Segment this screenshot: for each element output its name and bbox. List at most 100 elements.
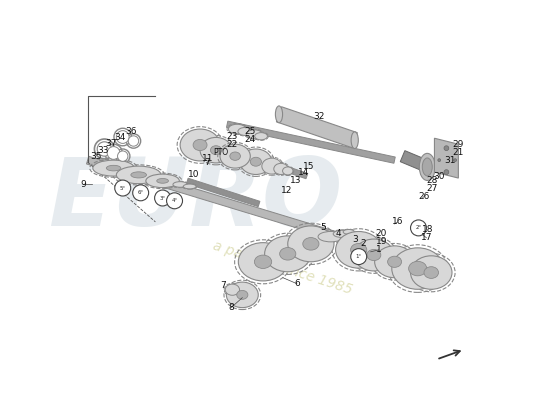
Circle shape [133,185,148,201]
Ellipse shape [240,149,272,174]
Text: 7: 7 [205,158,210,167]
Text: 12: 12 [281,186,293,194]
Ellipse shape [238,128,252,136]
Text: 24: 24 [245,134,256,144]
Polygon shape [86,156,364,248]
Ellipse shape [279,248,296,260]
Ellipse shape [367,250,381,260]
Text: 27: 27 [427,184,438,192]
Text: 2: 2 [361,239,366,248]
Ellipse shape [288,226,334,262]
Ellipse shape [422,158,432,176]
Ellipse shape [375,255,393,262]
Text: 22: 22 [227,140,238,149]
Ellipse shape [227,282,258,308]
Ellipse shape [409,261,427,276]
Polygon shape [194,136,308,179]
Ellipse shape [107,146,120,159]
Circle shape [351,249,367,264]
Text: 36: 36 [125,127,136,136]
Ellipse shape [350,244,367,256]
Text: 3°: 3° [160,196,166,200]
Polygon shape [434,138,458,178]
Ellipse shape [128,136,139,146]
Ellipse shape [354,239,394,271]
Ellipse shape [238,243,288,281]
Text: 31: 31 [444,156,456,165]
Text: 6°: 6° [138,190,144,195]
Ellipse shape [265,236,311,272]
Ellipse shape [419,153,435,180]
Ellipse shape [303,238,319,250]
Ellipse shape [375,246,415,278]
Text: 30: 30 [433,172,445,180]
Text: 33: 33 [97,146,108,155]
Text: 1: 1 [376,245,382,254]
Ellipse shape [117,131,129,143]
Polygon shape [227,121,395,163]
Text: 19: 19 [376,237,387,246]
Text: 5°: 5° [119,186,126,190]
Text: 29: 29 [452,140,463,149]
Ellipse shape [274,163,288,174]
Ellipse shape [276,106,283,123]
Text: a passion since 1985: a passion since 1985 [211,238,355,297]
Ellipse shape [157,178,168,183]
Ellipse shape [118,151,128,161]
Ellipse shape [255,133,267,140]
Text: 21: 21 [452,148,463,157]
Ellipse shape [193,140,207,150]
Circle shape [410,220,426,236]
Circle shape [115,180,131,196]
Text: EURO: EURO [48,154,343,246]
Ellipse shape [283,167,293,175]
Text: 11: 11 [201,154,213,163]
Ellipse shape [117,166,161,184]
Ellipse shape [255,255,272,268]
Text: 18: 18 [422,225,433,234]
Ellipse shape [250,157,261,166]
Ellipse shape [228,124,246,134]
Circle shape [167,193,183,209]
Text: 4°: 4° [172,198,178,203]
Ellipse shape [106,165,121,171]
Ellipse shape [131,172,146,178]
Text: 15: 15 [303,162,315,171]
Text: 1°: 1° [356,254,362,259]
Text: 3: 3 [352,235,358,244]
Polygon shape [186,178,260,207]
Polygon shape [277,107,358,148]
Ellipse shape [246,130,262,139]
Ellipse shape [318,232,344,242]
Text: 13: 13 [290,176,301,185]
Text: 14: 14 [298,168,310,177]
Text: 8: 8 [228,303,234,312]
Ellipse shape [200,138,232,163]
Text: 4: 4 [335,229,341,238]
Ellipse shape [351,132,358,148]
Ellipse shape [444,170,449,174]
Ellipse shape [220,144,250,168]
Text: 2°: 2° [415,226,422,230]
Ellipse shape [183,184,196,189]
Ellipse shape [225,284,239,295]
Ellipse shape [262,158,282,174]
Ellipse shape [97,142,112,156]
Text: PTO: PTO [213,148,228,158]
Ellipse shape [180,129,220,161]
Ellipse shape [424,267,438,278]
Text: 7: 7 [221,281,226,290]
Text: 32: 32 [313,112,324,121]
Text: 20: 20 [376,229,387,238]
Text: 6: 6 [294,279,300,288]
Ellipse shape [400,262,412,267]
Text: 35: 35 [91,152,102,162]
Ellipse shape [211,146,222,155]
Text: 37: 37 [105,139,117,148]
Text: 23: 23 [226,132,238,141]
Ellipse shape [173,182,188,187]
Ellipse shape [336,232,382,268]
Text: 9: 9 [80,180,86,188]
Ellipse shape [438,159,441,162]
Text: 17: 17 [421,233,432,242]
